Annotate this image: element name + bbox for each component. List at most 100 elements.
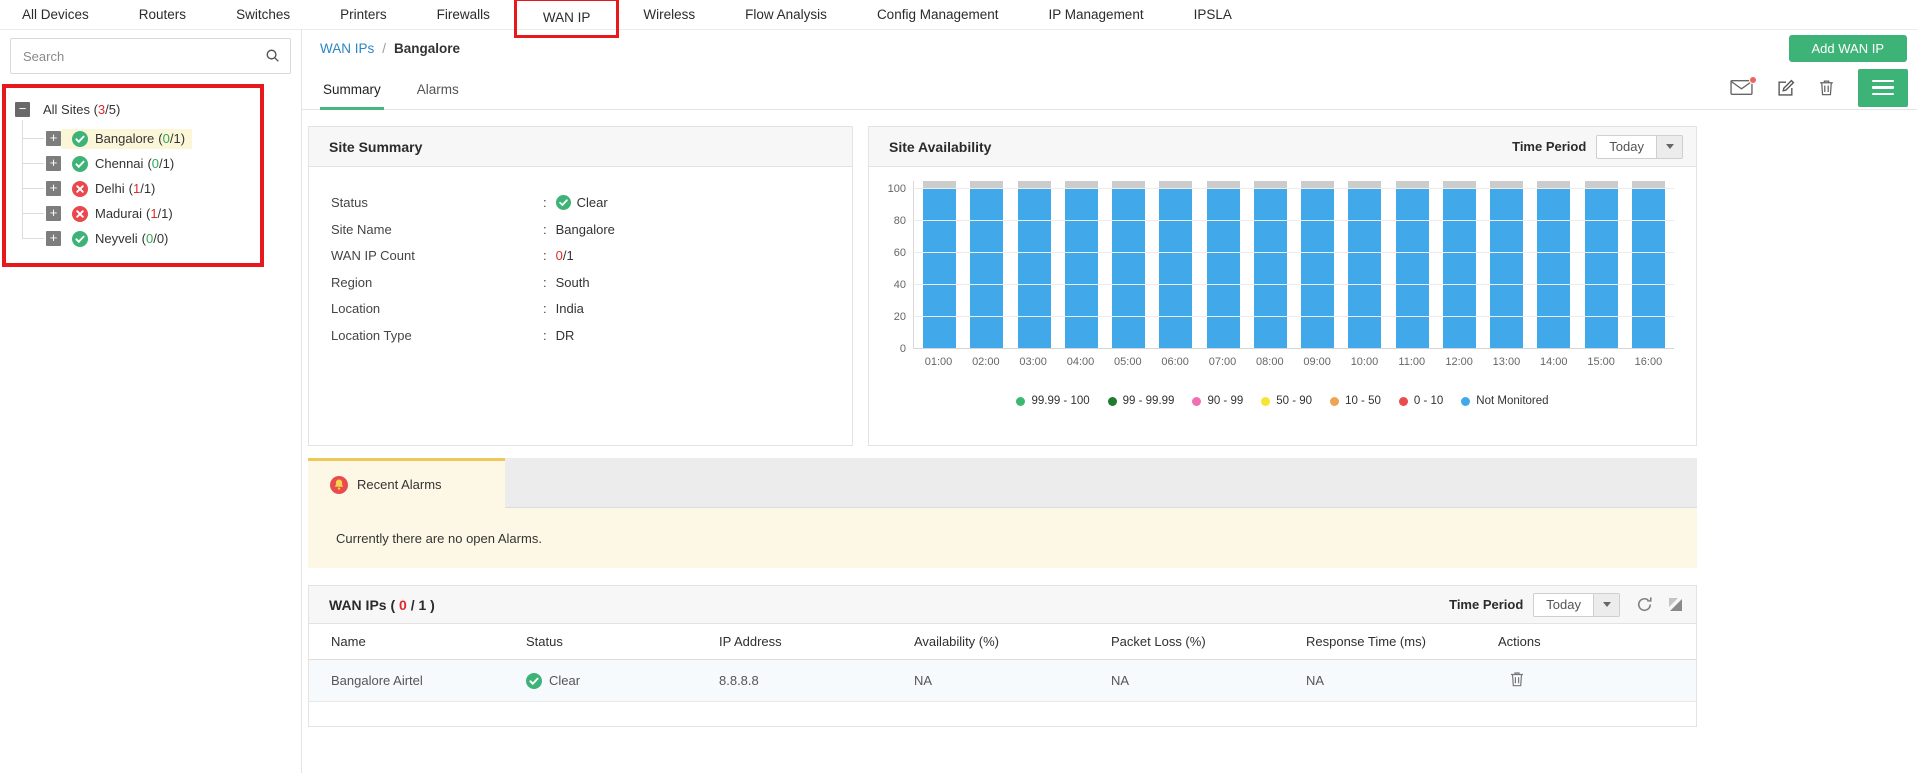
expand-toggle-icon[interactable]: + bbox=[46, 206, 61, 221]
mail-icon[interactable] bbox=[1730, 76, 1757, 96]
wan-ips-table: Name Status IP Address Availability (%) Pack… bbox=[309, 624, 1696, 702]
x-tick-label: 10:00 bbox=[1350, 356, 1379, 368]
nav-item-wireless[interactable]: Wireless bbox=[643, 7, 696, 22]
status-clear-icon bbox=[555, 195, 571, 210]
summary-colon: : bbox=[543, 301, 547, 316]
tree-item-madurai[interactable]: + Madurai (1/1) bbox=[6, 201, 260, 226]
summary-label: Site Name bbox=[331, 221, 392, 237]
bar-cap bbox=[1395, 181, 1429, 189]
gridline bbox=[914, 284, 1674, 285]
x-tick-label: 08:00 bbox=[1256, 356, 1284, 368]
alarm-bell-icon bbox=[330, 475, 348, 494]
search-icon[interactable] bbox=[265, 48, 280, 68]
edit-icon[interactable] bbox=[1777, 79, 1795, 97]
nav-item-all-devices[interactable]: All Devices bbox=[22, 7, 89, 22]
chevron-down-icon[interactable] bbox=[1656, 135, 1682, 158]
summary-colon: : bbox=[543, 221, 547, 237]
expand-toggle-icon[interactable]: + bbox=[46, 181, 61, 196]
search-input[interactable] bbox=[10, 38, 291, 74]
summary-label: Status bbox=[331, 195, 368, 210]
bar-cap bbox=[970, 181, 1004, 189]
bar-11-00 bbox=[1395, 181, 1429, 349]
nav-item-config-management[interactable]: Config Management bbox=[876, 7, 999, 22]
tab-alarms[interactable]: Alarms bbox=[416, 82, 459, 97]
nav-item-ip-management[interactable]: IP Management bbox=[1048, 7, 1144, 22]
site-name: Chennai bbox=[95, 156, 144, 171]
column-header-packet-loss: Packet Loss (%) bbox=[1111, 634, 1206, 649]
tab-summary[interactable]: Summary bbox=[320, 82, 384, 110]
y-tick-label: 60 bbox=[893, 247, 906, 259]
bar-01-00 bbox=[923, 181, 956, 349]
wan-time-period-dropdown[interactable]: Today bbox=[1533, 592, 1620, 617]
x-tick-label: 04:00 bbox=[1066, 356, 1095, 368]
bar-cap bbox=[1159, 181, 1193, 189]
chart-y-axis: 0 20 40 60 80 100 bbox=[881, 181, 913, 355]
tree-item-neyveli[interactable]: + Neyveli (0/0) bbox=[6, 226, 260, 251]
site-count: (1/1) bbox=[128, 181, 156, 196]
chevron-down-icon[interactable] bbox=[1593, 593, 1619, 616]
nav-item-wan-ip[interactable]: WAN IP bbox=[542, 9, 591, 25]
nav-item-flow-analysis[interactable]: Flow Analysis bbox=[745, 7, 827, 22]
breadcrumb-parent-link[interactable]: WAN IPs bbox=[320, 41, 375, 56]
bar-value bbox=[1442, 189, 1476, 349]
legend-item-99-99-100: 99.99 - 100 bbox=[1016, 395, 1090, 407]
nav-item-printers[interactable]: Printers bbox=[340, 7, 387, 22]
bar-value bbox=[1159, 189, 1193, 349]
nav-item-routers[interactable]: Routers bbox=[138, 7, 187, 22]
summary-colon: : bbox=[543, 274, 547, 290]
status-clear-icon bbox=[72, 155, 88, 172]
nav-item-ipsla[interactable]: IPSLA bbox=[1193, 7, 1232, 22]
recent-alarms-tabs: Recent Alarms bbox=[308, 458, 1697, 508]
bar-cap bbox=[1490, 181, 1524, 189]
expand-toggle-icon[interactable]: + bbox=[46, 131, 61, 146]
chart-plot-area bbox=[913, 181, 1674, 349]
summary-row-wan-ip-count: WAN IP Count:0/1 bbox=[331, 247, 852, 264]
add-wan-ip-button[interactable]: Add WAN IP bbox=[1788, 35, 1907, 62]
bar-cap bbox=[923, 181, 956, 189]
nav-item-switches[interactable]: Switches bbox=[236, 7, 291, 22]
row-delete-icon[interactable] bbox=[1498, 671, 1696, 690]
bar-value bbox=[1395, 189, 1429, 349]
x-tick-label: 09:00 bbox=[1303, 356, 1331, 368]
delete-icon[interactable] bbox=[1819, 79, 1834, 96]
x-tick-label: 06:00 bbox=[1161, 356, 1189, 368]
expand-icon[interactable] bbox=[1669, 598, 1682, 611]
summary-value: India bbox=[555, 301, 584, 316]
summary-colon: : bbox=[543, 195, 547, 210]
cell-ip-address: 8.8.8.8 bbox=[719, 673, 759, 688]
site-label-wrap: Neyveli (0/0) bbox=[61, 229, 175, 249]
site-availability-panel: Site Availability Time Period Today 0 20 4… bbox=[868, 126, 1697, 446]
chart-plot-column: 01:00 02:00 03:00 04:00 05:00 06:00 07:00 08:00… bbox=[913, 181, 1674, 368]
legend-dot bbox=[1461, 396, 1471, 406]
expand-toggle-icon[interactable]: + bbox=[46, 156, 61, 171]
bar-value bbox=[1253, 189, 1287, 349]
tree-item-bangalore[interactable]: + Bangalore (0/1) bbox=[6, 126, 260, 151]
gridline bbox=[914, 348, 1674, 349]
site-summary-title: Site Summary bbox=[329, 138, 423, 155]
wan-ips-table-header: Name Status IP Address Availability (%) Pack… bbox=[309, 624, 1696, 660]
wan-ips-panel: WAN IPs ( 0 / 1 ) Time Period Today bbox=[308, 585, 1697, 727]
nav-item-firewalls[interactable]: Firewalls bbox=[436, 7, 490, 22]
refresh-icon[interactable] bbox=[1636, 596, 1653, 613]
x-tick-label: 13:00 bbox=[1492, 356, 1521, 368]
status-clear-icon bbox=[526, 672, 542, 689]
tree-item-chennai[interactable]: + Chennai (0/1) bbox=[6, 151, 260, 176]
y-tick-label: 20 bbox=[893, 311, 906, 323]
expand-toggle-icon[interactable]: + bbox=[46, 231, 61, 246]
site-label-wrap: Madurai (1/1) bbox=[61, 204, 180, 224]
collapse-toggle-icon[interactable]: − bbox=[15, 101, 30, 117]
menu-button[interactable] bbox=[1858, 68, 1908, 107]
wan-ips-header-actions: Time Period Today bbox=[1449, 592, 1682, 617]
time-period-value: Today bbox=[1609, 138, 1644, 154]
tab-recent-alarms[interactable]: Recent Alarms bbox=[308, 458, 505, 508]
y-tick-label: 80 bbox=[893, 215, 906, 227]
x-tick-label: 15:00 bbox=[1587, 356, 1615, 368]
site-count: (0/0) bbox=[141, 231, 169, 246]
bar-cap bbox=[1064, 181, 1098, 189]
wan-time-period-value: Today bbox=[1546, 596, 1581, 612]
mail-notification-dot bbox=[1749, 76, 1757, 84]
time-period-dropdown[interactable]: Today bbox=[1596, 134, 1683, 159]
tree-item-all-sites[interactable]: − All Sites (3/5) bbox=[6, 96, 260, 122]
tree-item-delhi[interactable]: + Delhi (1/1) bbox=[6, 176, 260, 201]
bar-value bbox=[970, 189, 1004, 349]
